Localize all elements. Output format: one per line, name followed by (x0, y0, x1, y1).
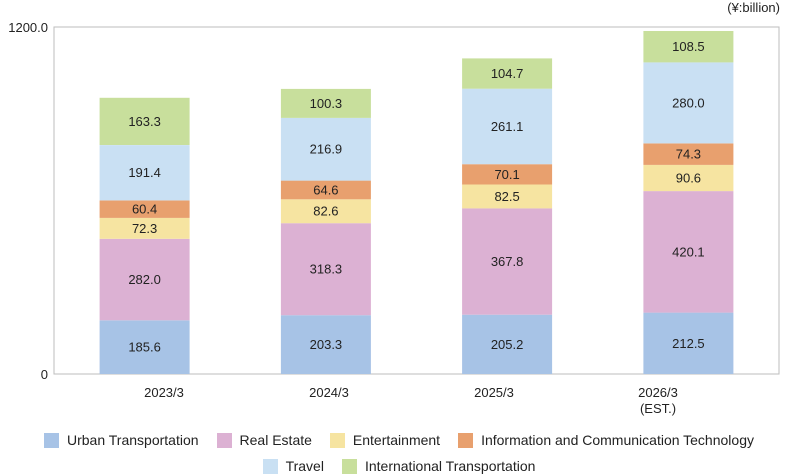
x-tick-note: (EST.) (640, 401, 676, 416)
data-label: 212.5 (672, 336, 705, 351)
legend-label: Travel (285, 458, 324, 474)
bar-segment (280, 180, 371, 200)
stacked-bar-chart: 185.6 282.0 72.3 60.4 191.4 163.3 203.3 318.3 82… (8, 0, 780, 416)
data-label: 82.5 (494, 189, 519, 204)
bar-segment (99, 200, 190, 218)
bar-segment (280, 315, 371, 374)
legend-swatch (44, 432, 59, 448)
legend-label: Real Estate (239, 432, 312, 448)
data-label: 90.6 (676, 171, 701, 186)
bar-segment (462, 314, 553, 374)
data-label: 420.1 (672, 244, 705, 259)
bar-segment (462, 164, 553, 185)
x-tick-label: 2026/3 (638, 385, 678, 400)
legend-label: International Transportation (364, 458, 536, 474)
y-tick-top: 1200.0 (8, 20, 48, 35)
legend-item-real-estate: Real Estate (216, 432, 312, 448)
data-label: 104.7 (491, 66, 524, 81)
legend-label: Information and Communication Technology (481, 432, 754, 448)
bar-segment (462, 58, 553, 89)
legend-row-1: Urban Transportation Real Estate Enterta… (0, 432, 798, 448)
bar-segment (280, 117, 371, 181)
data-label: 185.6 (128, 340, 161, 355)
legend-item-ict: Information and Communication Technology (458, 432, 754, 448)
data-label: 205.2 (491, 337, 524, 352)
data-label: 318.3 (310, 262, 343, 277)
x-tick-label: 2024/3 (309, 385, 349, 400)
x-tick-label: 2025/3 (474, 385, 514, 400)
data-label: 282.0 (128, 272, 161, 287)
data-label: 74.3 (676, 147, 701, 162)
bar-segment (462, 208, 553, 315)
data-label: 72.3 (132, 221, 157, 236)
legend-item-international-transportation: International Transportation (341, 458, 536, 474)
legend-swatch (329, 432, 345, 448)
bar-segment (99, 320, 190, 374)
legend-item-travel: Travel (262, 458, 324, 474)
data-label: 191.4 (128, 165, 161, 180)
data-label: 100.3 (310, 96, 343, 111)
bar-segment (280, 199, 371, 224)
data-label: 64.6 (313, 182, 338, 197)
bar-segment (99, 217, 190, 239)
legend-swatch (341, 458, 357, 474)
data-label: 60.4 (132, 202, 157, 217)
plot-frame (53, 26, 780, 375)
data-label: 70.1 (494, 167, 519, 182)
bar-segment (280, 88, 371, 118)
bar-segment (643, 62, 734, 144)
bar-segment (99, 145, 190, 201)
x-tick-label: 2023/3 (144, 385, 184, 400)
legend-swatch (458, 432, 474, 448)
legend-label: Entertainment (352, 432, 441, 448)
bar-segment (643, 31, 734, 63)
y-tick-zero: 0 (41, 367, 48, 382)
legend-swatch (262, 458, 278, 474)
data-label: 82.6 (313, 204, 338, 219)
bar-segment (643, 164, 734, 192)
bar-segment (280, 223, 371, 316)
data-label: 203.3 (310, 337, 343, 352)
data-label: 280.0 (672, 95, 705, 110)
data-label: 108.5 (672, 39, 705, 54)
bar-segment (643, 143, 734, 165)
legend-item-urban-transportation: Urban Transportation (44, 432, 199, 448)
bar-segment (462, 88, 553, 165)
legend-row-2: Travel International Transportation (0, 458, 798, 474)
bar-segment (643, 312, 734, 374)
data-label: 261.1 (491, 119, 524, 134)
data-label: 216.9 (310, 142, 343, 157)
legend-item-entertainment: Entertainment (329, 432, 441, 448)
unit-label: (¥:billion) (727, 0, 780, 15)
bar-segment (99, 238, 190, 321)
bar-segment (99, 97, 190, 145)
bars-layer (99, 31, 734, 374)
data-label: 367.8 (491, 254, 524, 269)
bar-segment (643, 191, 734, 313)
legend-label: Urban Transportation (67, 432, 199, 448)
data-label: 163.3 (128, 114, 161, 129)
bar-segment (462, 184, 553, 209)
legend-swatch (216, 432, 232, 448)
labels-layer: 185.6 282.0 72.3 60.4 191.4 163.3 203.3 318.3 82… (128, 39, 704, 355)
